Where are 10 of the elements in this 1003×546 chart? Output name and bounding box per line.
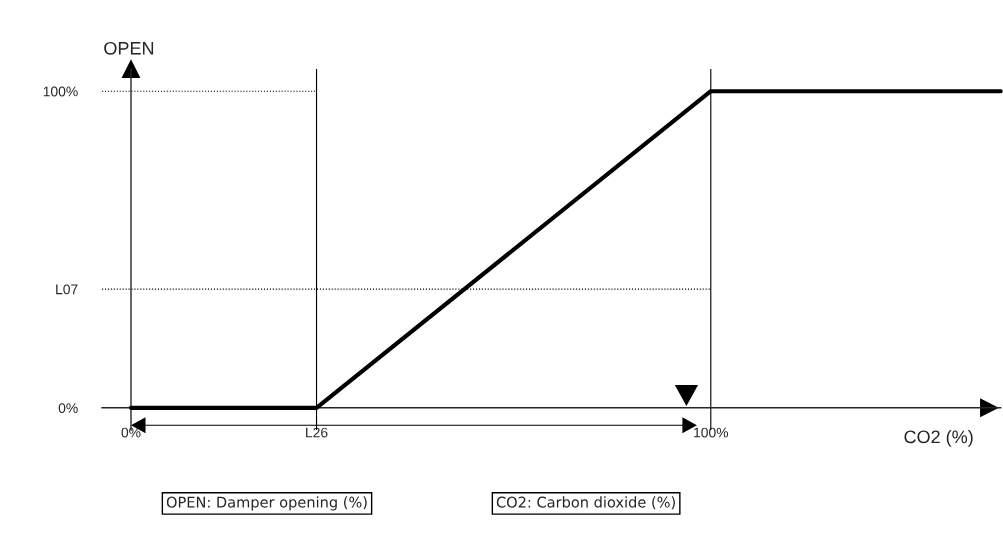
x-tick-label: 100% xyxy=(694,427,729,438)
y-axis-title: OPEN xyxy=(104,41,154,55)
x-tick-label: 0% xyxy=(121,427,141,438)
y-tick-label: 100% xyxy=(43,86,78,97)
y-tick-label: 0% xyxy=(58,403,78,413)
y-tick-label: L07 xyxy=(56,284,78,295)
text: OPEN: Damper opening (%) xyxy=(166,496,367,511)
x-tick-label: L26 xyxy=(306,427,328,438)
x-axis-title: CO2 (%) xyxy=(904,429,973,447)
text: CO2: Carbon dioxide (%) xyxy=(496,496,675,510)
